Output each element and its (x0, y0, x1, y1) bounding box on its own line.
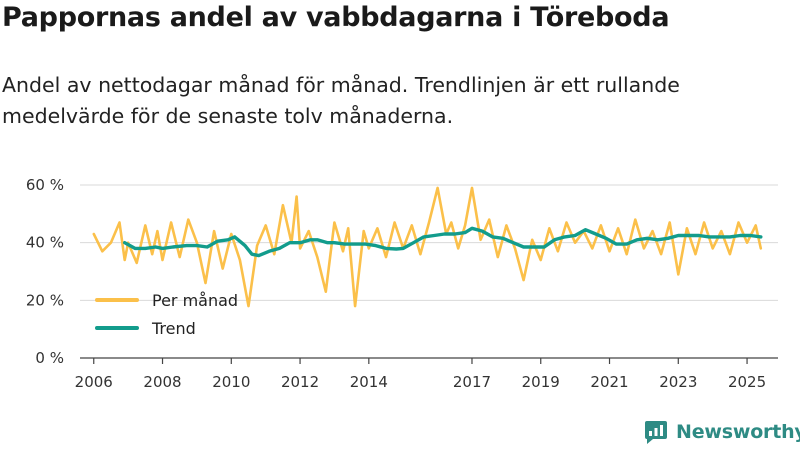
x-tick-label: 2021 (590, 373, 628, 391)
chart-title: Pappornas andel av vabbdagarna i Törebod… (2, 2, 670, 33)
x-tick-label: 2023 (659, 373, 697, 391)
x-tick-label: 2017 (453, 373, 491, 391)
newsworthy-brand: Newsworthy (644, 420, 800, 444)
x-tick-label: 2014 (350, 373, 388, 391)
x-tick-label: 2012 (281, 373, 319, 391)
chart-subtitle: Andel av nettodagar månad för månad. Tre… (2, 73, 680, 128)
legend-label: Trend (151, 319, 196, 338)
y-tick-label: 20 % (26, 291, 64, 309)
y-tick-label: 40 % (26, 234, 64, 252)
y-tick-label: 60 % (26, 176, 64, 194)
brand-name: Newsworthy (676, 421, 800, 443)
series-lines (92, 186, 763, 308)
x-tick-label: 2019 (522, 373, 560, 391)
series-line-trend (122, 226, 763, 258)
x-tick-label: 2010 (212, 373, 250, 391)
y-axis-ticks: 0 % 20 % 40 % 60 % (26, 176, 64, 367)
x-axis: 2006 2008 2010 2012 2014 2017 2019 2021 2023 2025 (75, 357, 778, 391)
newsworthy-logo-icon (645, 421, 667, 444)
x-tick-label: 2008 (143, 373, 181, 391)
x-tick-label: 2006 (75, 373, 113, 391)
x-tick-label: 2025 (728, 373, 766, 391)
y-tick-label: 0 % (35, 349, 64, 367)
legend-label: Per månad (152, 291, 238, 310)
legend: Per månad Trend (95, 291, 238, 338)
